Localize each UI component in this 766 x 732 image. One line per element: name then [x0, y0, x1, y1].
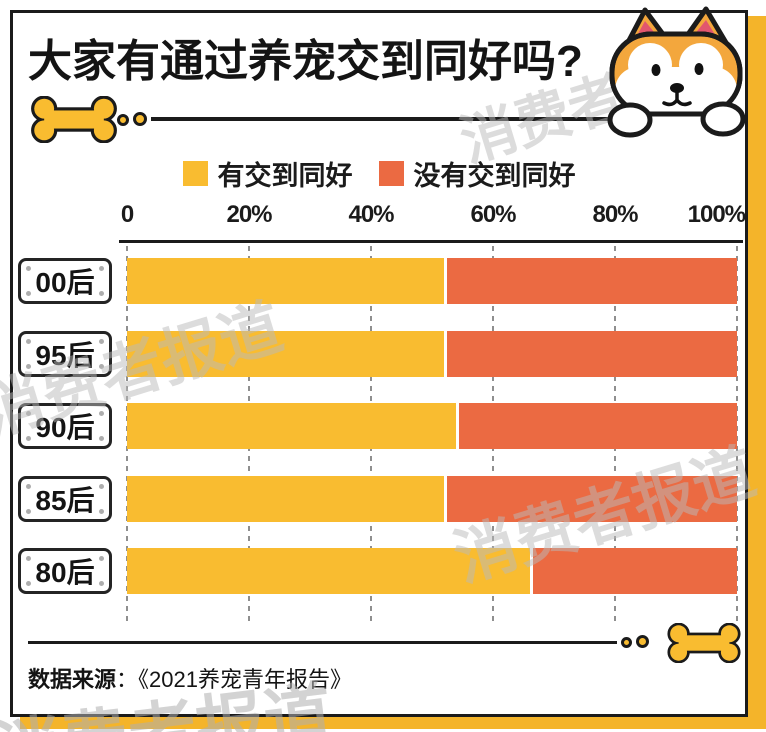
screw-dot-icon	[99, 556, 104, 561]
stacked-bar	[127, 403, 737, 449]
screw-dot-icon	[26, 338, 31, 344]
screw-dot-icon	[26, 483, 31, 489]
screw-dot-icon	[99, 508, 104, 514]
screw-dot-icon	[99, 581, 104, 586]
source-value: ：《2021养宠青年报告》	[116, 667, 352, 692]
category-plaque: 95后	[18, 330, 112, 377]
bar-segment-yes	[127, 548, 530, 594]
bar-segment-no	[444, 258, 737, 304]
screw-dot-icon	[26, 266, 31, 271]
category-label: 90后	[35, 412, 95, 443]
category-plaque: 85后	[18, 475, 112, 522]
legend-item: 有交到同好	[182, 154, 353, 193]
bar-segment-yes	[127, 403, 457, 449]
stacked-bar	[127, 548, 737, 594]
bar-row: 00后	[13, 258, 745, 305]
stacked-bar	[127, 475, 737, 522]
axis-tick-label: 40%	[348, 201, 394, 228]
category-plaque: 90后	[18, 403, 112, 449]
page-title: 大家有通过养宠交到同好吗?	[28, 37, 583, 86]
screw-dot-icon	[99, 363, 104, 369]
stacked-bar	[127, 258, 737, 304]
axis-tick-label: 0	[120, 201, 134, 228]
bar-segment-yes	[127, 330, 445, 377]
category-label: 85后	[35, 484, 95, 516]
bar-row: 90后	[13, 403, 745, 450]
bar-row: 95后	[13, 330, 745, 378]
axis-tick-label: 60%	[470, 201, 516, 228]
bar-segment-no	[529, 548, 737, 594]
category-plaque: 80后	[18, 548, 112, 594]
screw-dot-icon	[99, 483, 104, 489]
bar-row: 80后	[13, 548, 745, 595]
bar-segment-no	[444, 475, 737, 522]
decorative-dot	[117, 114, 129, 126]
source-label: 数据来源	[28, 667, 117, 692]
header-divider-line	[151, 117, 638, 121]
screw-dot-icon	[26, 508, 31, 514]
screw-dot-icon	[99, 338, 104, 344]
screw-dot-icon	[26, 363, 31, 369]
legend-label: 有交到同好	[217, 161, 353, 191]
decorative-dot	[636, 635, 649, 648]
bone-icon	[667, 623, 741, 663]
source-text: 数据来源：《2021养宠青年报告》	[28, 662, 352, 694]
screw-dot-icon	[99, 266, 104, 271]
bone-icon	[31, 96, 117, 143]
legend-swatch	[182, 161, 208, 186]
axis-tick-label: 80%	[592, 201, 638, 228]
bar-segment-no	[444, 330, 737, 377]
screw-dot-icon	[26, 291, 31, 296]
stacked-bar	[127, 330, 737, 377]
decorative-dot	[133, 112, 147, 126]
category-label: 95后	[35, 339, 95, 371]
legend-item: 没有交到同好	[378, 154, 576, 193]
screw-dot-icon	[26, 411, 31, 416]
category-label: 80后	[35, 557, 95, 588]
screw-dot-icon	[99, 411, 104, 416]
dog-mascot-icon	[607, 6, 746, 138]
screw-dot-icon	[26, 436, 31, 441]
bar-segment-yes	[127, 258, 445, 304]
screw-dot-icon	[26, 556, 31, 561]
screw-dot-icon	[99, 291, 104, 296]
legend-swatch	[378, 161, 404, 186]
footer-divider-line	[28, 641, 617, 644]
legend-label: 没有交到同好	[413, 161, 576, 191]
screw-dot-icon	[99, 436, 104, 441]
bar-segment-yes	[127, 475, 445, 522]
card: 大家有通过养宠交到同好吗?	[10, 6, 748, 717]
category-plaque: 00后	[18, 258, 112, 304]
decorative-dot	[621, 637, 632, 648]
x-axis-line	[119, 240, 743, 243]
gridline	[736, 246, 738, 624]
axis-tick-label: 100%	[687, 201, 746, 228]
category-label: 00后	[35, 267, 95, 298]
bar-row: 85后	[13, 475, 745, 523]
bar-segment-no	[456, 403, 737, 449]
screw-dot-icon	[26, 581, 31, 586]
axis-tick-label: 20%	[226, 201, 272, 228]
legend: 有交到同好 没有交到同好	[13, 154, 745, 193]
